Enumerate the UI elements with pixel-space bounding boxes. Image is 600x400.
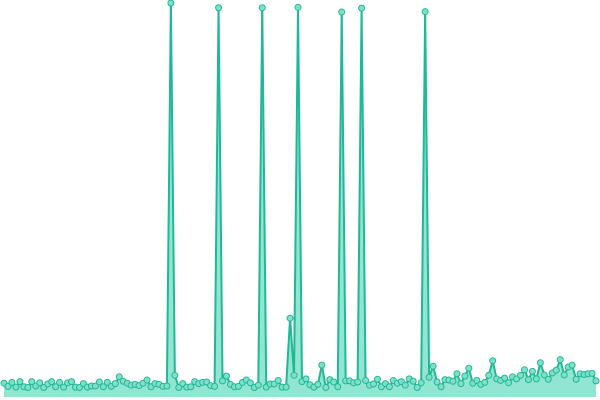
series-line-segment [424, 10, 431, 379]
series-line-segment [360, 7, 367, 382]
series-line-segment [297, 6, 303, 383]
data-point [16, 378, 24, 386]
series-line-segment [213, 6, 220, 388]
data-point [24, 384, 32, 392]
series-line-segment [169, 2, 176, 377]
data-point [246, 379, 254, 387]
data-point [437, 383, 445, 391]
series-line-segment [340, 11, 347, 382]
data-point [48, 378, 56, 386]
series-line-segment [217, 6, 224, 382]
data-point [111, 380, 119, 388]
data-point [286, 314, 294, 322]
data-point [254, 381, 262, 389]
data-point [258, 4, 266, 12]
data-point [532, 375, 540, 383]
data-point [520, 366, 528, 374]
data-point [143, 376, 151, 384]
data-point [362, 376, 370, 384]
data-point [544, 375, 552, 383]
data-point [370, 380, 377, 388]
data-point [556, 356, 564, 364]
data-point [524, 376, 532, 384]
data-point [552, 366, 560, 374]
data-point [425, 373, 433, 381]
data-point [215, 4, 223, 12]
data-point [568, 361, 576, 369]
data-point [453, 370, 461, 378]
data-point [171, 371, 179, 379]
data-point [540, 371, 548, 379]
data-point [489, 357, 497, 365]
data-point [461, 372, 469, 380]
data-point [52, 383, 60, 391]
series-line-segment [336, 11, 343, 388]
data-point [36, 379, 44, 387]
data-point [318, 361, 326, 369]
data-point [167, 0, 175, 7]
data-point [68, 378, 76, 386]
data-point [417, 379, 425, 387]
data-point [433, 378, 441, 386]
data-point [219, 377, 227, 385]
series-line-segment [165, 2, 172, 387]
data-point [457, 380, 465, 388]
data-point [528, 367, 536, 375]
data-point [429, 362, 437, 370]
data-point [322, 384, 330, 392]
series-line-segment [356, 7, 363, 384]
data-point [505, 379, 513, 387]
data-point [413, 384, 421, 392]
data-point [385, 383, 393, 391]
data-point [401, 381, 409, 389]
data-point [187, 383, 195, 391]
data-point [56, 378, 64, 386]
data-point [302, 375, 310, 383]
data-point [115, 373, 123, 381]
data-point [8, 378, 16, 386]
data-point [282, 383, 290, 391]
data-point [314, 380, 322, 388]
data-point [223, 372, 230, 380]
series-line-segment [320, 364, 327, 389]
data-point [338, 8, 346, 16]
data-point [274, 376, 282, 384]
series-line-segment [293, 6, 300, 377]
data-point [421, 8, 429, 16]
data-point [290, 371, 298, 379]
data-point [28, 378, 36, 386]
data-point [560, 371, 568, 379]
data-point [60, 383, 68, 391]
data-point [211, 382, 219, 390]
data-point [409, 377, 417, 385]
data-point [465, 364, 473, 372]
series-line-segment [261, 6, 268, 389]
data-point [536, 359, 544, 367]
data-point [12, 383, 20, 391]
data-point [334, 383, 342, 391]
data-point [358, 4, 366, 12]
data-point [449, 377, 457, 385]
data-point [99, 383, 107, 391]
data-point [373, 375, 381, 383]
data-point [163, 382, 171, 390]
series-line-segment [285, 317, 292, 389]
data-point [481, 378, 489, 386]
data-point [330, 378, 338, 386]
series-line-segment [420, 10, 427, 384]
data-point [592, 377, 600, 385]
data-point [517, 371, 525, 379]
data-point [294, 3, 302, 11]
series-line-segment [257, 6, 264, 387]
data-point [501, 374, 509, 382]
data-point [95, 378, 103, 386]
data-point [588, 369, 596, 377]
data-point [572, 375, 580, 383]
data-point [354, 378, 362, 386]
data-point [485, 371, 493, 379]
